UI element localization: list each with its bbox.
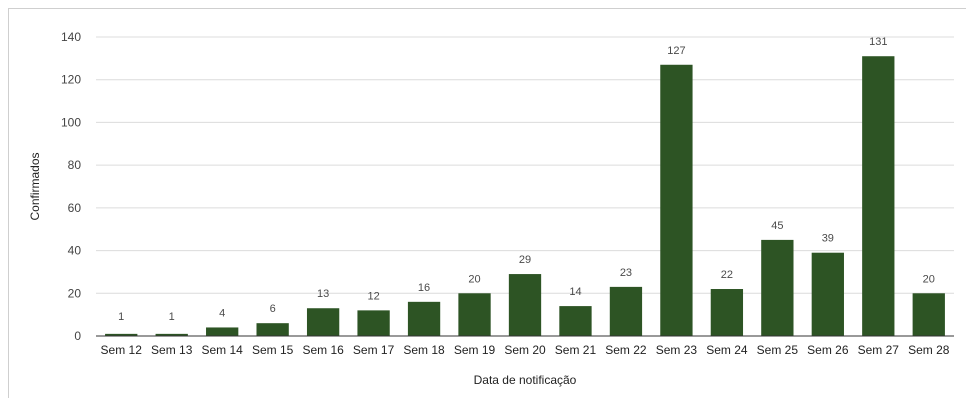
x-category-label: Sem 12 [101,343,143,357]
y-tick-label: 120 [61,73,81,87]
data-label: 20 [923,273,935,285]
y-tick-label: 20 [68,286,82,300]
y-axis-title: Confirmados [28,152,42,220]
bar [559,306,592,336]
x-category-label: Sem 19 [454,343,496,357]
bar [761,239,794,336]
data-label: 29 [519,254,531,266]
x-category-label: Sem 23 [656,343,698,357]
bar [508,274,542,336]
data-label: 127 [667,45,685,57]
data-label: 22 [721,269,733,281]
bar [256,323,289,336]
x-category-label: Sem 17 [353,343,395,357]
bar [155,333,188,336]
x-category-label: Sem 15 [252,343,294,357]
y-tick-label: 0 [74,329,81,343]
data-label: 1 [169,311,175,323]
x-category-label: Sem 22 [605,343,647,357]
bar [912,293,945,336]
bar [862,56,895,336]
bar [206,327,239,336]
y-tick-label: 100 [61,115,81,129]
x-axis-categories: Sem 12 Sem 13 Sem 14 Sem 15 Sem 16 Sem 17 Sem … [101,343,950,357]
bar [357,310,390,336]
bar [710,289,744,336]
bar [105,333,138,336]
data-label: 45 [771,220,783,232]
bar [407,301,441,336]
x-category-label: Sem 24 [706,343,748,357]
data-label: 12 [367,290,379,302]
data-label: 23 [620,267,632,279]
data-label: 1 [118,311,124,323]
x-axis-title: Data de notificação [474,373,577,387]
data-label: 20 [468,273,480,285]
x-category-label: Sem 27 [858,343,900,357]
y-tick-label: 140 [61,30,81,44]
bar [660,64,693,336]
bar [811,252,844,336]
bars [105,56,945,336]
x-category-label: Sem 28 [908,343,950,357]
chart-frame [8,8,966,398]
data-label: 4 [219,307,225,319]
x-category-label: Sem 25 [757,343,799,357]
x-category-label: Sem 20 [504,343,546,357]
data-label: 131 [869,36,887,48]
data-label: 13 [317,288,329,300]
y-tick-label: 40 [68,244,82,258]
x-category-label: Sem 26 [807,343,849,357]
x-category-label: Sem 13 [151,343,193,357]
y-axis-ticks: 0 20 40 60 80 100 120 140 [61,30,81,343]
x-category-label: Sem 18 [403,343,445,357]
data-label: 39 [822,233,834,245]
data-label: 6 [270,303,276,315]
data-label: 14 [569,286,581,298]
x-category-label: Sem 16 [302,343,344,357]
bar [306,308,340,336]
bar [609,286,643,336]
y-tick-label: 60 [68,201,82,215]
y-tick-label: 80 [68,158,82,172]
x-category-label: Sem 14 [201,343,243,357]
data-label: 16 [418,282,430,294]
bar [458,293,491,336]
x-category-label: Sem 21 [555,343,597,357]
